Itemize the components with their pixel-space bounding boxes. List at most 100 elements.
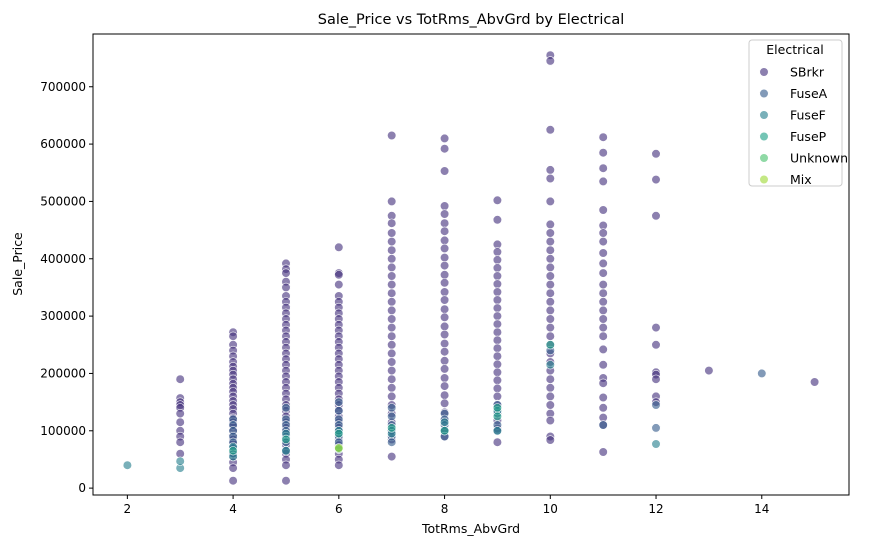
point-sbrkr-213 <box>545 280 555 290</box>
point-sbrkr-261 <box>651 211 661 221</box>
point-fusea-39 <box>651 423 661 433</box>
point-sbrkr-153 <box>440 270 450 280</box>
legend-marker-mix <box>759 174 769 185</box>
point-sbrkr-211 <box>545 262 555 273</box>
point-sbrkr-255 <box>598 403 608 413</box>
legend-label-mix: Mix <box>790 172 812 187</box>
point-sbrkr-183 <box>492 303 503 313</box>
point-sbrkr-189 <box>492 351 503 361</box>
point-sbrkr-41 <box>228 476 238 486</box>
legend-label-fusep: FuseP <box>790 129 827 144</box>
point-sbrkr-203 <box>545 165 555 175</box>
point-fusef-6 <box>281 446 291 456</box>
point-sbrkr-162 <box>440 347 450 357</box>
point-sbrkr-122 <box>387 280 397 290</box>
point-sbrkr-165 <box>440 373 450 383</box>
y-axis-label: Sale_Price <box>10 232 25 296</box>
point-sbrkr-259 <box>651 149 661 159</box>
point-sbrkr-192 <box>492 375 503 385</box>
x-axis-label: TotRms_AbvGrd <box>421 521 520 536</box>
point-sbrkr-145 <box>440 201 450 211</box>
point-fusep-3 <box>387 423 397 433</box>
point-sbrkr-115 <box>387 218 397 228</box>
point-sbrkr-262 <box>651 323 661 333</box>
point-sbrkr-245 <box>598 297 608 307</box>
point-sbrkr-199 <box>492 437 503 447</box>
chart-title: Sale_Price vs TotRms_AbvGrd by Electrica… <box>318 12 624 28</box>
y-tick-label-4: 400000 <box>40 252 86 266</box>
point-sbrkr-148 <box>440 226 450 236</box>
point-sbrkr-238 <box>598 228 608 238</box>
point-sbrkr-173 <box>492 195 503 205</box>
point-sbrkr-149 <box>440 235 450 245</box>
y-tick-label-0: 0 <box>78 481 86 495</box>
point-sbrkr-174 <box>492 215 503 225</box>
point-sbrkr-242 <box>598 268 608 278</box>
point-sbrkr-112 <box>387 130 397 141</box>
point-sbrkr-135 <box>387 391 397 402</box>
point-sbrkr-46 <box>281 282 291 293</box>
x-tick-label-4: 10 <box>543 502 558 516</box>
point-sbrkr-168 <box>440 398 450 408</box>
point-sbrkr-250 <box>598 344 608 355</box>
point-sbrkr-249 <box>598 331 608 341</box>
legend-label-unknown: Unknown <box>790 151 848 166</box>
point-sbrkr-113 <box>387 196 397 206</box>
point-sbrkr-232 <box>598 132 608 142</box>
point-sbrkr-123 <box>387 288 397 298</box>
point-sbrkr-163 <box>440 356 450 366</box>
point-sbrkr-146 <box>440 209 450 219</box>
point-sbrkr-212 <box>545 271 555 281</box>
point-sbrkr-164 <box>440 364 450 374</box>
point-sbrkr-207 <box>545 228 555 238</box>
point-sbrkr-144 <box>440 166 450 176</box>
point-sbrkr-157 <box>440 304 450 314</box>
point-sbrkr-177 <box>492 255 503 265</box>
point-sbrkr-167 <box>440 390 450 400</box>
point-sbrkr-243 <box>598 280 608 290</box>
point-fusef-0 <box>122 460 132 470</box>
point-sbrkr-215 <box>545 297 555 307</box>
point-sbrkr-193 <box>492 383 503 394</box>
point-sbrkr-270 <box>809 377 820 387</box>
point-sbrkr-81 <box>334 280 344 290</box>
point-sbrkr-80 <box>334 270 344 280</box>
legend-marker-unknown <box>759 153 769 163</box>
point-sbrkr-235 <box>598 176 608 186</box>
point-sbrkr-179 <box>492 271 503 281</box>
point-fusep-6 <box>492 411 503 422</box>
point-sbrkr-247 <box>598 314 608 324</box>
point-sbrkr-154 <box>440 278 450 288</box>
point-sbrkr-186 <box>492 327 503 337</box>
point-sbrkr-117 <box>387 237 397 247</box>
point-mix-0 <box>334 443 344 453</box>
point-fusep-7 <box>545 340 555 350</box>
point-sbrkr-6 <box>175 417 185 427</box>
point-sbrkr-127 <box>387 323 397 333</box>
legend-marker-fusea <box>759 88 769 99</box>
legend-marker-fusep <box>759 131 769 142</box>
point-sbrkr-118 <box>387 245 397 255</box>
point-sbrkr-244 <box>598 288 608 298</box>
point-fusea-37 <box>598 420 608 430</box>
point-sbrkr-9 <box>175 437 185 447</box>
point-sbrkr-156 <box>440 295 450 305</box>
point-sbrkr-258 <box>598 447 608 457</box>
point-sbrkr-253 <box>598 378 608 388</box>
point-sbrkr-231 <box>545 435 555 445</box>
point-sbrkr-130 <box>387 348 397 359</box>
point-sbrkr-188 <box>492 343 503 353</box>
point-fusef-2 <box>175 456 185 466</box>
point-sbrkr-77 <box>281 476 291 486</box>
point-sbrkr-128 <box>387 331 397 341</box>
point-sbrkr-44 <box>281 268 291 278</box>
point-fusea-40 <box>757 368 767 379</box>
point-sbrkr-266 <box>651 374 661 384</box>
point-fusef-14 <box>651 439 661 449</box>
legend-marker-fusef <box>759 110 769 120</box>
point-sbrkr-155 <box>440 287 450 297</box>
point-fusep-1 <box>281 434 291 445</box>
point-sbrkr-239 <box>598 237 608 247</box>
point-fusep-4 <box>440 426 450 436</box>
